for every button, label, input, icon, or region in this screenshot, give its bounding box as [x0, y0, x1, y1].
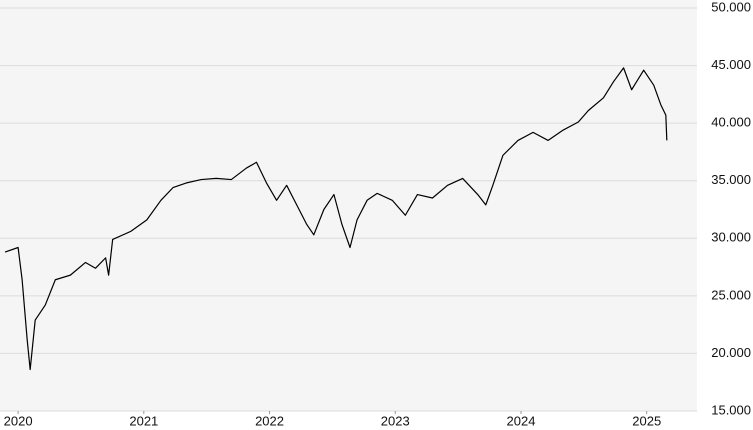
x-tick-label: 2023 — [381, 413, 410, 428]
y-tick-label: 20.000 — [711, 345, 751, 360]
x-tick-label: 2021 — [129, 413, 158, 428]
x-tick-label: 2020 — [4, 413, 33, 428]
x-tick-label: 2022 — [255, 413, 284, 428]
plot-area — [0, 0, 697, 411]
y-tick-label: 40.000 — [711, 115, 751, 130]
y-tick-label: 25.000 — [711, 287, 751, 302]
y-tick-label: 35.000 — [711, 172, 751, 187]
y-tick-label: 45.000 — [711, 57, 751, 72]
y-tick-label: 30.000 — [711, 230, 751, 245]
x-tick-label: 2024 — [507, 413, 536, 428]
x-tick-label: 2025 — [632, 413, 661, 428]
y-tick-label: 50.000 — [711, 0, 751, 14]
y-tick-label: 15.000 — [711, 402, 751, 417]
price-line — [4, 67, 668, 371]
